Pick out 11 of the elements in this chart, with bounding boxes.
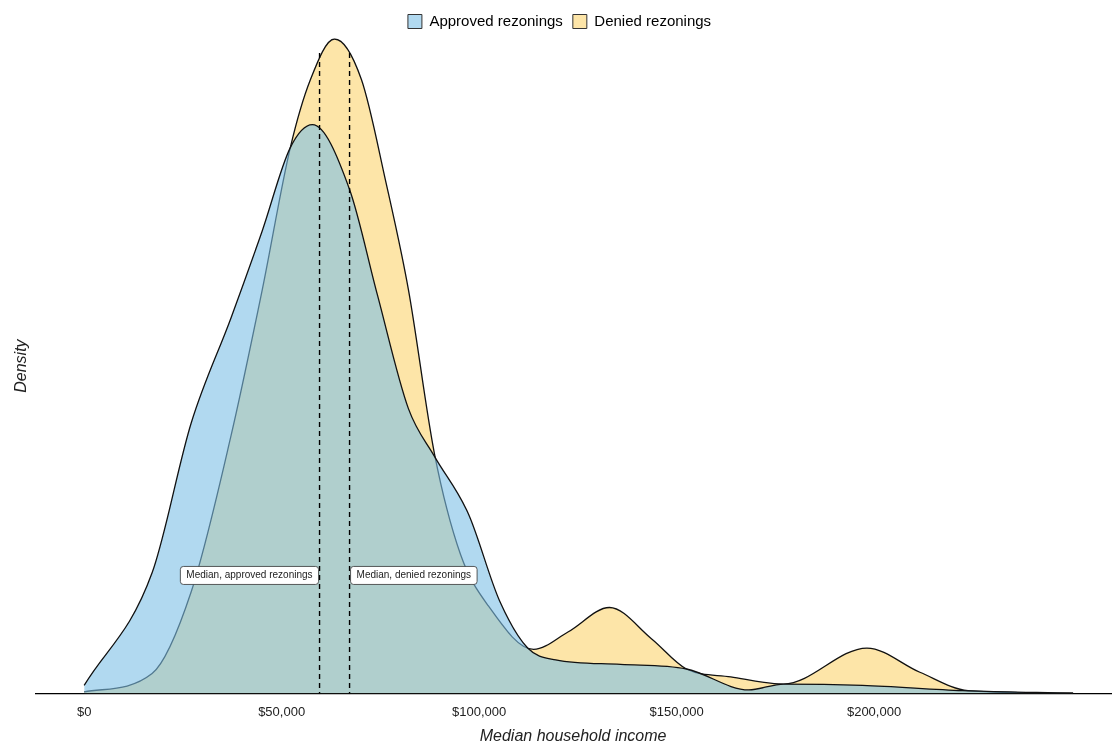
ref-line-label: Median, denied rezonings xyxy=(356,569,472,581)
x-tick-label: $100,000 xyxy=(451,703,507,719)
legend-label: Approved rezonings xyxy=(429,11,563,29)
x-tick-label: $200,000 xyxy=(846,703,902,719)
x-tick-label: $0 xyxy=(76,703,92,719)
legend-label: Denied rezonings xyxy=(594,11,712,29)
x-tick-label: $150,000 xyxy=(649,703,704,719)
ref-line-label: Median, approved rezonings xyxy=(186,569,313,581)
x-tick-label: $50,000 xyxy=(258,703,306,719)
x-axis-title: Median household income xyxy=(479,726,667,744)
y-axis-title: Density xyxy=(12,338,30,393)
